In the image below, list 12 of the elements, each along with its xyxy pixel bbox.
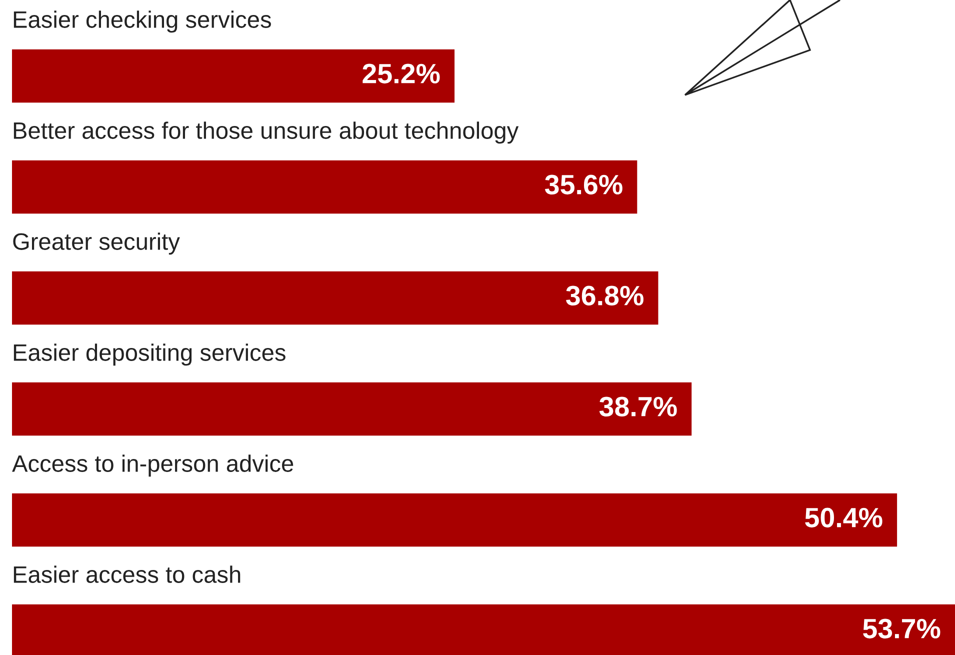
y-tick-label: Better access for those unsure about technology bbox=[14, 122, 519, 144]
data-label: 25.2% bbox=[362, 64, 440, 84]
y-tick-label: Access to in-person advice bbox=[12, 454, 294, 477]
y-tick-label: Easier access to cash bbox=[14, 566, 240, 583]
data-label: 36.8% bbox=[566, 286, 644, 306]
y-tick-label: Greater security bbox=[13, 232, 180, 255]
data-label: 50.4% bbox=[805, 508, 882, 528]
y-tick-label: Easier depositing services bbox=[14, 344, 286, 366]
data-label: 53.7% bbox=[863, 618, 940, 638]
data-label: 35.6% bbox=[544, 174, 622, 194]
y-tick-label: Easier checking services bbox=[14, 10, 271, 33]
data-label: 38.7% bbox=[599, 396, 677, 416]
